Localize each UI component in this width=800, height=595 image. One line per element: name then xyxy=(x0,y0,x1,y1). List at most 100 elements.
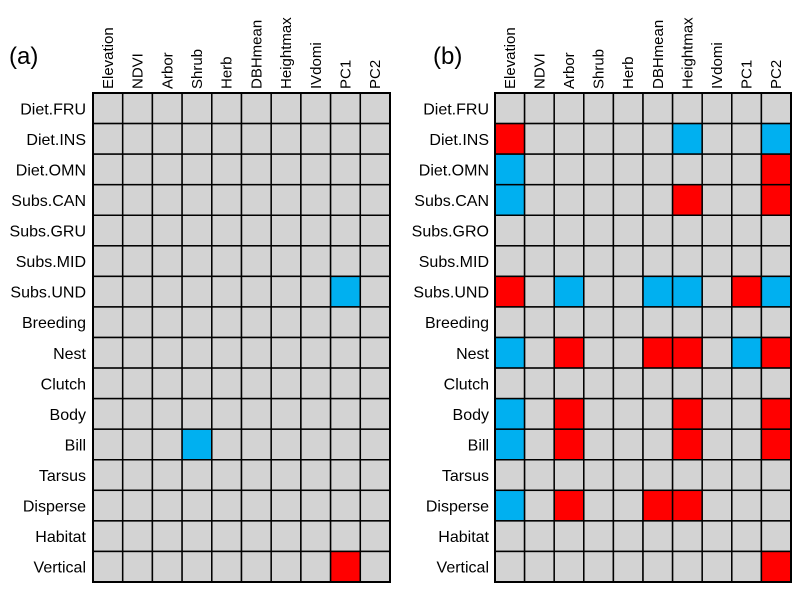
heatmap-cell xyxy=(300,153,332,186)
heatmap-cell xyxy=(494,489,526,522)
row-label: Subs.MID xyxy=(419,254,489,271)
column-label: IVdomi xyxy=(709,42,726,89)
heatmap-cell xyxy=(151,428,183,461)
heatmap-cell xyxy=(359,153,391,186)
heatmap-cell xyxy=(300,428,332,461)
heatmap-cell xyxy=(583,92,615,125)
heatmap-cell xyxy=(211,183,243,216)
heatmap-cell xyxy=(92,275,124,308)
heatmap-cell xyxy=(121,489,154,522)
heatmap-cell xyxy=(671,459,703,492)
heatmap-cell xyxy=(300,122,332,155)
heatmap-cell xyxy=(494,183,526,216)
column-label: Elevation xyxy=(100,27,117,89)
column-label: PC2 xyxy=(367,60,384,89)
row-label: Tarsus xyxy=(39,468,86,485)
heatmap-cell xyxy=(211,489,243,522)
heatmap-cell xyxy=(121,92,154,125)
row-label: Habitat xyxy=(438,529,489,546)
heatmap-cell xyxy=(523,367,555,400)
row-label: Disperse xyxy=(426,499,489,516)
heatmap-cell xyxy=(494,428,526,461)
heatmap-cell xyxy=(731,489,763,522)
heatmap-cell xyxy=(612,428,644,461)
heatmap-cell xyxy=(240,122,272,155)
heatmap-cell xyxy=(671,214,703,247)
row-label: Subs.CAN xyxy=(11,193,86,210)
heatmap-cell xyxy=(300,245,332,278)
heatmap-cell xyxy=(583,550,615,583)
heatmap-cell xyxy=(121,275,154,308)
heatmap-cell xyxy=(612,275,644,308)
row-label: Body xyxy=(50,407,86,424)
heatmap-cell xyxy=(270,336,302,369)
heatmap-cell xyxy=(731,520,763,553)
heatmap-cell xyxy=(92,183,124,216)
column-label: PC2 xyxy=(768,60,785,89)
row-label: Diet.INS xyxy=(26,132,86,149)
heatmap-cell xyxy=(92,397,124,430)
heatmap-cell xyxy=(92,122,124,155)
heatmap-cell xyxy=(121,367,154,400)
heatmap-cell xyxy=(300,489,332,522)
row-label: Subs.GRO xyxy=(412,224,489,241)
row-label: Nest xyxy=(53,346,86,363)
heatmap-cell xyxy=(359,336,391,369)
heatmap-cell xyxy=(300,367,332,400)
heatmap-cell xyxy=(494,275,526,308)
heatmap-cell xyxy=(359,183,391,216)
heatmap-cell xyxy=(671,275,703,308)
column-label: PC1 xyxy=(739,60,756,89)
row-label: Diet.FRU xyxy=(423,101,489,118)
heatmap-cell xyxy=(760,183,792,216)
heatmap-cell xyxy=(583,367,615,400)
heatmap-cell xyxy=(523,489,555,522)
heatmap-cell xyxy=(300,520,332,553)
heatmap-cell xyxy=(553,336,585,369)
heatmap-cell xyxy=(642,245,674,278)
column-label: Elevation xyxy=(502,27,519,89)
heatmap-cell xyxy=(494,122,526,155)
heatmap-cell xyxy=(612,520,644,553)
heatmap-cell xyxy=(553,306,585,339)
heatmap-cell xyxy=(211,306,243,339)
heatmap-cell xyxy=(642,550,674,583)
heatmap-cell xyxy=(701,428,733,461)
heatmap-cell xyxy=(151,214,183,247)
heatmap-cell xyxy=(151,459,183,492)
row-label: Tarsus xyxy=(442,468,489,485)
heatmap-cell xyxy=(612,122,644,155)
heatmap-cell xyxy=(731,214,763,247)
row-label: Diet.INS xyxy=(429,132,489,149)
heatmap-cell xyxy=(642,122,674,155)
heatmap-cell xyxy=(612,459,644,492)
heatmap-cell xyxy=(211,245,243,278)
heatmap-cell xyxy=(151,92,183,125)
row-label: Habitat xyxy=(35,529,86,546)
heatmap-cell xyxy=(642,520,674,553)
heatmap-cell xyxy=(329,489,362,522)
heatmap-cell xyxy=(671,550,703,583)
heatmap-cell xyxy=(612,550,644,583)
heatmap-cell xyxy=(300,275,332,308)
heatmap-cell xyxy=(121,306,154,339)
heatmap-cell xyxy=(240,489,272,522)
heatmap-cell xyxy=(731,183,763,216)
heatmap-cell xyxy=(523,183,555,216)
column-label: Herb xyxy=(620,56,637,89)
heatmap-cell xyxy=(121,122,154,155)
heatmap-cell xyxy=(329,428,362,461)
heatmap-cell xyxy=(642,306,674,339)
heatmap-cell xyxy=(270,306,302,339)
heatmap-cell xyxy=(151,153,183,186)
heatmap-cell xyxy=(731,275,763,308)
heatmap-cell xyxy=(760,550,792,583)
row-label: Subs.UND xyxy=(10,285,86,302)
row-label: Vertical xyxy=(34,560,86,577)
heatmap-cell xyxy=(583,306,615,339)
heatmap-cell xyxy=(359,367,391,400)
heatmap-cell xyxy=(359,306,391,339)
heatmap-cell xyxy=(701,397,733,430)
heatmap-cell xyxy=(671,520,703,553)
row-label: Subs.CAN xyxy=(414,193,489,210)
